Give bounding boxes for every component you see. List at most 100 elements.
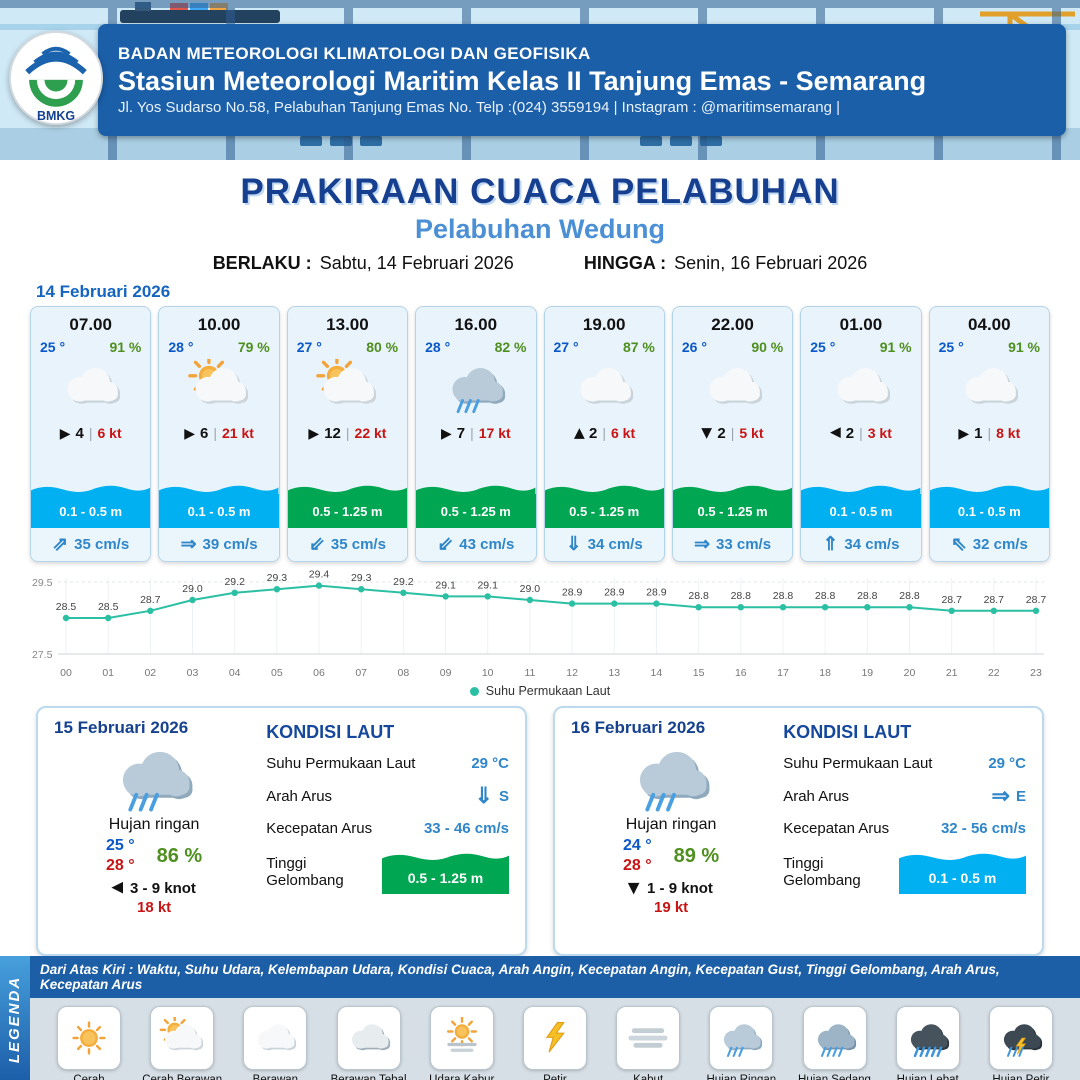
station-name: Stasiun Meteorologi Maritim Kelas II Tan…: [118, 66, 927, 96]
legend-item: Petir: [510, 1006, 600, 1080]
daily-wave-value: 0.1 - 0.5 m: [928, 870, 997, 886]
sea-current-speed: 32 - 56 cm/s: [940, 820, 1026, 837]
forecast-time: 07.00: [69, 315, 112, 334]
sea-current-direction-icon: ⇒: [991, 783, 1010, 808]
svg-text:29.4: 29.4: [309, 569, 330, 581]
legend-item-label: Hujan Sedang: [798, 1074, 871, 1080]
forecast-date-label: 14 Februari 2026: [36, 282, 171, 301]
hourly-forecast-card: 13.00 27 ° 80 % ▶ 12 | 22 kt 0.5 - 1.25 …: [286, 306, 409, 562]
svg-text:23: 23: [1030, 667, 1042, 679]
daily-humidity: 89 %: [673, 844, 720, 867]
daily-condition: Hujan ringan: [625, 816, 717, 833]
wind-direction-icon: ▶: [308, 424, 320, 441]
forecast-time: 04.00: [968, 315, 1011, 334]
svg-text:01: 01: [102, 667, 114, 679]
daily-wave-value: 0.5 - 1.25 m: [407, 870, 484, 886]
sea-current-direction-text: E: [1015, 787, 1026, 805]
legend-item: Cerah Berawan: [137, 1006, 227, 1080]
svg-text:02: 02: [144, 667, 156, 679]
bmkg-logo-icon: BMKG: [8, 30, 104, 126]
current-row: ⇒ 33 cm/s: [672, 528, 793, 561]
gust-value: 6 kt: [97, 425, 122, 441]
legend-weather-icon: [150, 1006, 215, 1070]
wind-speed-value: 7: [456, 424, 466, 442]
svg-text:28.8: 28.8: [688, 590, 709, 602]
legend-item: Hujan Sedang: [790, 1006, 880, 1080]
legend-item-label: Berawan Tebal: [330, 1074, 407, 1080]
wave-height-band: 0.1 - 0.5 m: [159, 482, 279, 528]
wind-direction-icon: ▶: [184, 424, 195, 441]
wind-direction-icon: ▶: [829, 425, 841, 442]
air-temperature: 25 °: [938, 339, 964, 355]
legend-item: Kabut: [603, 1006, 693, 1080]
wind-direction-icon: ▶: [699, 427, 716, 439]
weather-icon: [673, 355, 792, 419]
daily-forecast-card: 16 Februari 2026 Hujan ringan 24 ° 28 ° …: [553, 706, 1044, 956]
sea-current-speed: 33 - 46 cm/s: [423, 820, 509, 837]
bmkg-logo-text: BMKG: [37, 109, 75, 123]
daily-wave-band: 0.1 - 0.5 m: [898, 850, 1026, 894]
legend-item-label: Berawan: [252, 1074, 299, 1080]
wave-crest-icon: [416, 485, 536, 495]
air-temperature: 25 °: [40, 339, 66, 355]
legend-vertical-label: LEGENDA: [6, 975, 24, 1063]
legend-item-label: Petir: [543, 1074, 567, 1080]
wind-row: ▶ 7 | 17 kt: [440, 424, 511, 442]
sst-line-chart: 29.5 27.5 28.5 00 28.5 01 28.7 02 29.0 03 29.2 04 29…: [32, 569, 1046, 679]
weather-icon: [31, 355, 150, 419]
sea-current-direction-icon: ⇓: [474, 783, 493, 808]
hourly-forecast-card: 01.00 25 ° 91 % ▶ 2 | 3 kt 0.1 - 0.5 m: [800, 306, 922, 562]
current-direction-icon: ⇒: [694, 534, 710, 555]
gust-value: 3 kt: [867, 425, 892, 441]
humidity-value: 87 %: [622, 339, 655, 355]
gust-value: 8 kt: [996, 425, 1021, 441]
legend-item-label: Cerah: [73, 1074, 105, 1080]
wave-height-band: 0.1 - 0.5 m: [929, 482, 1049, 528]
daily-forecast-card: 15 Februari 2026 Hujan ringan 25 ° 28 ° …: [36, 706, 527, 956]
wave-crest-icon: [929, 485, 1049, 495]
sst-chart-section: 29.5 27.5 28.5 00 28.5 01 28.7 02 29.0 03 29.2 04 29…: [0, 562, 1080, 702]
svg-text:28.8: 28.8: [899, 590, 920, 602]
current-direction-icon: ⇒: [180, 534, 197, 555]
svg-text:00: 00: [60, 667, 72, 679]
svg-text:28.7: 28.7: [941, 594, 962, 606]
wind-row: ▶ 2 | 3 kt: [829, 424, 892, 442]
wind-speed-value: 2: [845, 424, 855, 442]
sst-label: Suhu Permukaan Laut: [266, 755, 416, 772]
wind-speed-value: 4: [75, 424, 84, 442]
legend-weather-icon: [802, 1006, 867, 1070]
wave-crest-icon: [672, 485, 793, 495]
wind-row: ▶ 1 | 8 kt: [958, 424, 1021, 442]
wave-height-value: 0.5 - 1.25 m: [440, 503, 511, 519]
svg-text:10: 10: [482, 667, 494, 679]
wind-speed-value: 2: [717, 424, 726, 442]
legend-weather-icon: [522, 1006, 587, 1070]
svg-text:28.5: 28.5: [56, 601, 77, 613]
legend-weather-icon: [616, 1006, 681, 1070]
wave-height-value: 0.5 - 1.25 m: [697, 503, 768, 519]
svg-text:28.5: 28.5: [98, 601, 119, 613]
sea-condition-title: KONDISI LAUT: [783, 722, 912, 742]
current-direction-icon: ⇙: [308, 534, 325, 555]
current-speed-value: 39 cm/s: [202, 536, 258, 553]
air-temperature: 25 °: [810, 339, 836, 355]
wind-direction-icon: ▶: [59, 424, 71, 441]
current-direction-icon: ⇑: [822, 534, 839, 555]
legend-section: LEGENDA Dari Atas Kiri : Waktu, Suhu Uda…: [0, 956, 1080, 1080]
air-temperature: 26 °: [681, 339, 707, 355]
legend-item-label: Hujan Petir: [992, 1074, 1050, 1080]
legend-item-label: Cerah Berawan: [142, 1074, 223, 1080]
sst-value: 29 °C: [988, 755, 1026, 772]
daily-temp-min: 25 °: [105, 837, 135, 854]
current-speed-label: Kecepatan Arus: [266, 820, 373, 837]
wind-row: ▶ 2 | 5 kt: [699, 424, 764, 442]
wind-row: ▶ 6 | 21 kt: [184, 424, 254, 442]
wind-speed-value: 6: [200, 424, 209, 442]
wind-row: ▶ 2 | 6 kt: [570, 424, 636, 442]
weather-icon: [288, 355, 407, 419]
svg-text:17: 17: [777, 667, 789, 679]
wave-crest-icon: [544, 485, 664, 495]
wave-height-value: 0.5 - 1.25 m: [569, 503, 640, 519]
humidity-value: 80 %: [366, 339, 399, 355]
svg-text:15: 15: [693, 667, 705, 679]
